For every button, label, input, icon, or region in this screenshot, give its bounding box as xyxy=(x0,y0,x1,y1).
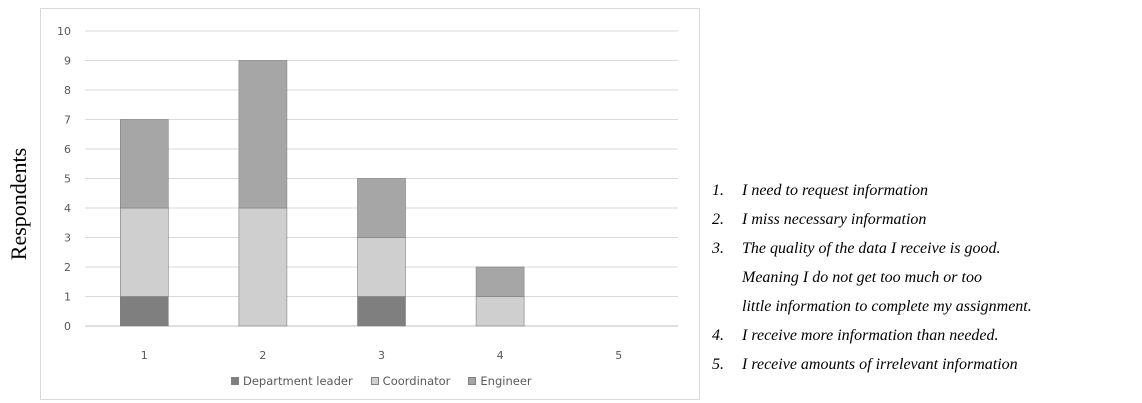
note-item: 2. I miss necessary information xyxy=(708,205,1140,234)
x-tick-label: 3 xyxy=(378,349,385,362)
x-tick-label: 2 xyxy=(259,349,266,362)
bar-segment-coordinator-4 xyxy=(475,296,525,327)
note-number: 2. xyxy=(712,211,724,228)
bar-segment-coordinator-2 xyxy=(238,207,288,327)
bar-segment-department-leader-1 xyxy=(120,296,169,327)
legend-label: Coordinator xyxy=(382,374,451,388)
y-tick-label: 10 xyxy=(57,25,71,38)
note-item: 5. I receive amounts of irrelevant inform… xyxy=(708,350,1140,379)
note-number: 4. xyxy=(712,327,724,344)
x-tick-label: 5 xyxy=(615,349,622,362)
y-tick-label: 5 xyxy=(64,173,71,186)
legend-label: Engineer xyxy=(480,374,532,388)
note-item: 4. I receive more information than needed… xyxy=(708,321,1140,350)
y-tick-label: 8 xyxy=(64,84,71,97)
legend-item: Department leader xyxy=(231,374,353,388)
y-axis-title-text: Respondents xyxy=(6,147,31,261)
legend-label: Department leader xyxy=(243,374,353,388)
bar-segment-engineer-1 xyxy=(120,119,169,209)
note-number: 3. xyxy=(712,240,724,257)
bar-segment-department-leader-3 xyxy=(357,296,406,327)
category-notes: 1. I need to request information 2. I miss … xyxy=(708,176,1140,379)
note-number: 1. xyxy=(712,182,724,199)
legend-item: Engineer xyxy=(468,374,532,388)
note-item: 3. The quality of the data I receive is g… xyxy=(708,234,1140,321)
stacked-bar-chart: 0 1 2 3 4 5 6 7 8 9 10 1 2 3 4 5 xyxy=(57,25,678,362)
y-tick-label: 9 xyxy=(64,55,71,68)
y-tick-label: 0 xyxy=(64,320,71,333)
x-tick-label: 4 xyxy=(497,349,504,362)
y-tick-label: 3 xyxy=(64,232,71,245)
y-tick-label: 2 xyxy=(64,261,71,274)
y-tick-label: 1 xyxy=(64,291,71,304)
note-text: I need to request information xyxy=(742,182,929,199)
bar-segment-engineer-2 xyxy=(238,60,288,209)
legend-swatch xyxy=(468,377,477,385)
legend-swatch xyxy=(231,377,239,385)
y-tick-label: 6 xyxy=(64,143,71,156)
note-text: Meaning I do not get too much or too xyxy=(742,269,982,286)
bar-segment-coordinator-3 xyxy=(357,237,406,297)
bar-segment-coordinator-1 xyxy=(120,207,169,297)
y-axis-title: Respondents xyxy=(2,8,36,400)
legend-swatch xyxy=(370,377,379,385)
note-text: I receive more information than needed. xyxy=(742,327,999,344)
note-number: 5. xyxy=(712,356,724,373)
x-tick-label: 1 xyxy=(141,349,148,362)
y-tick-label: 7 xyxy=(64,114,71,127)
chart-frame: 0 1 2 3 4 5 6 7 8 9 10 1 2 3 4 5 Department leader Coord… xyxy=(40,8,700,400)
bar-segment-engineer-3 xyxy=(357,178,406,238)
note-text: I miss necessary information xyxy=(742,211,927,228)
chart-legend: Department leader Coordinator Engineer xyxy=(231,374,532,388)
note-text: The quality of the data I receive is goo… xyxy=(742,240,1001,257)
note-item: 1. I need to request information xyxy=(708,176,1140,205)
legend-item: Coordinator xyxy=(370,374,451,388)
note-text: I receive amounts of irrelevant informat… xyxy=(742,356,1018,373)
bar-segment-engineer-4 xyxy=(475,266,525,297)
note-text: little information to complete my assign… xyxy=(742,298,1032,315)
y-tick-label: 4 xyxy=(64,202,71,215)
